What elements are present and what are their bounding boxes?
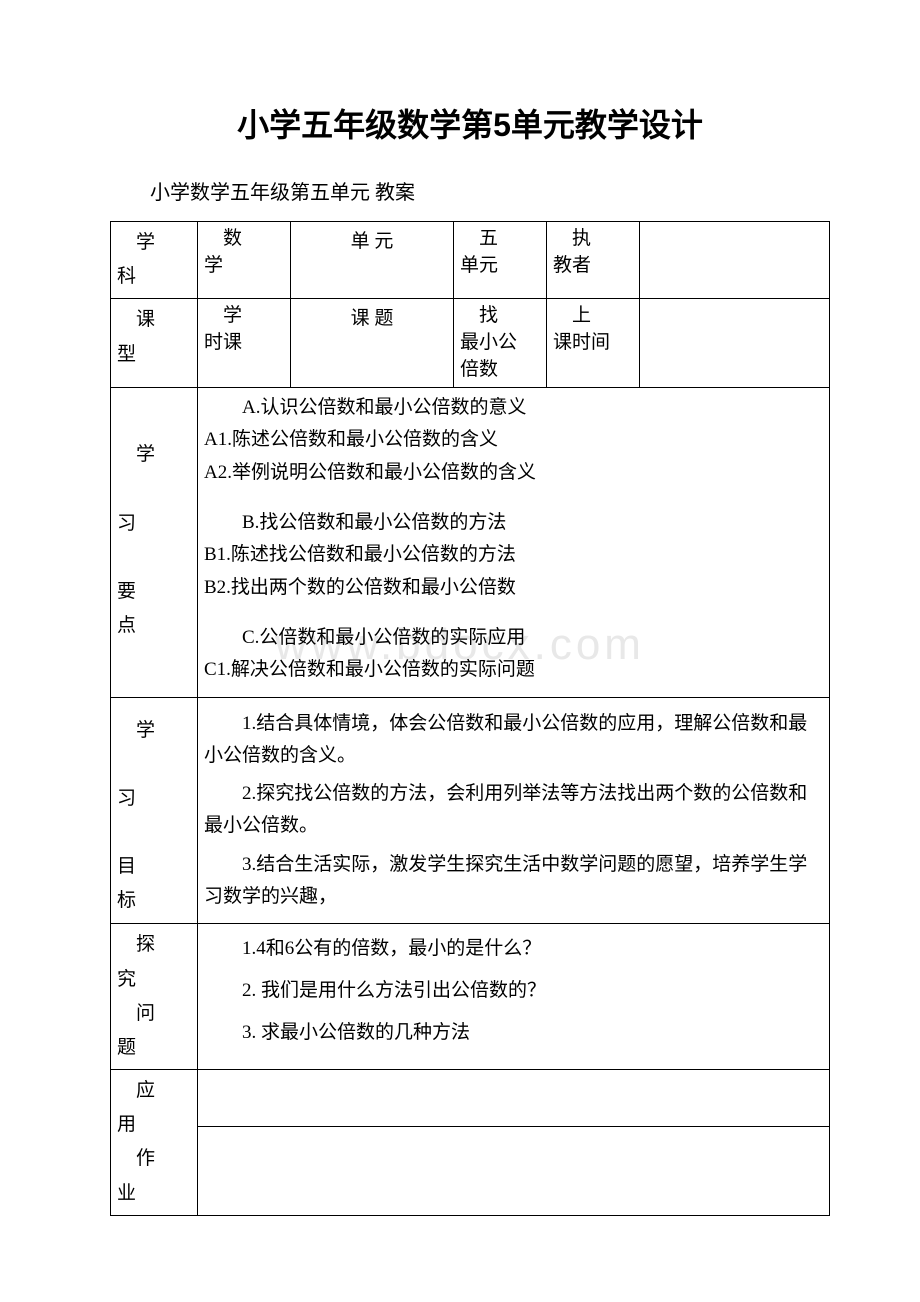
page-subtitle: 小学数学五年级第五单元 教案 bbox=[150, 176, 830, 205]
classtype-value: 学时课 bbox=[198, 299, 291, 388]
table-row bbox=[111, 1127, 830, 1215]
subject-label: 学科 bbox=[111, 222, 198, 299]
table-row: 探究 问题 1.4和6公有的倍数，最小的是什么？ 2. 我们是用什么方法引出公倍… bbox=[111, 924, 830, 1070]
points-label: 学习要点 bbox=[111, 388, 198, 697]
teacher-label: 执教者 bbox=[547, 222, 640, 299]
subject-value: 数学 bbox=[198, 222, 291, 299]
lesson-value: 找最小公倍数 bbox=[454, 299, 547, 388]
question-1: 1.4和6公有的倍数，最小的是什么？ bbox=[204, 928, 823, 970]
time-value bbox=[640, 299, 830, 388]
teacher-value bbox=[640, 222, 830, 299]
question-3: 3. 求最小公倍数的几种方法 bbox=[204, 1012, 823, 1054]
classtype-label: 课型 bbox=[111, 299, 198, 388]
questions-label: 探究 问题 bbox=[111, 924, 198, 1070]
points-content: A.认识公倍数和最小公倍数的意义 A1.陈述公倍数和最小公倍数的含义 A2.举例… bbox=[198, 388, 830, 697]
goals-label: 学习目标 bbox=[111, 697, 198, 924]
table-row: 课型 学时课 课 题 找最小公倍数 上课时间 bbox=[111, 299, 830, 388]
table-row: 应用 作业 bbox=[111, 1070, 830, 1127]
goal-1: 1.结合具体情境，体会公倍数和最小公倍数的应用，理解公倍数和最小公倍数的含义。 bbox=[204, 708, 823, 773]
questions-content: 1.4和6公有的倍数，最小的是什么？ 2. 我们是用什么方法引出公倍数的？ 3.… bbox=[198, 924, 830, 1070]
goals-content: 1.结合具体情境，体会公倍数和最小公倍数的应用，理解公倍数和最小公倍数的含义。 … bbox=[198, 697, 830, 924]
goal-2: 2.探究找公倍数的方法，会利用列举法等方法找出两个数的公倍数和最小公倍数。 bbox=[204, 778, 823, 843]
points-b1: B1.陈述找公倍数和最小公倍数的方法 bbox=[204, 539, 823, 571]
unit-label: 单 元 bbox=[291, 222, 454, 299]
lesson-plan-table: 学科 数学 单 元 五单元 执教者 课型 学时课 课 题 找最小公倍数 上课时间… bbox=[110, 221, 830, 1216]
points-c1: C1.解决公倍数和最小公倍数的实际问题 bbox=[204, 654, 823, 686]
question-2: 2. 我们是用什么方法引出公倍数的？ bbox=[204, 970, 823, 1012]
table-row: 学习目标 1.结合具体情境，体会公倍数和最小公倍数的应用，理解公倍数和最小公倍数… bbox=[111, 697, 830, 924]
homework-row-1 bbox=[198, 1070, 830, 1127]
table-row: 学习要点 A.认识公倍数和最小公倍数的意义 A1.陈述公倍数和最小公倍数的含义 … bbox=[111, 388, 830, 697]
goal-3: 3.结合生活实际，激发学生探究生活中数学问题的愿望，培养学生学习数学的兴趣， bbox=[204, 849, 823, 914]
table-row: 学科 数学 单 元 五单元 执教者 bbox=[111, 222, 830, 299]
unit-value: 五单元 bbox=[454, 222, 547, 299]
points-b-head: B.找公倍数和最小公倍数的方法 bbox=[204, 507, 823, 539]
points-a2: A2.举例说明公倍数和最小公倍数的含义 bbox=[204, 457, 823, 489]
points-b2: B2.找出两个数的公倍数和最小公倍数 bbox=[204, 572, 823, 604]
points-c-head: C.公倍数和最小公倍数的实际应用 bbox=[204, 622, 823, 654]
points-a-head: A.认识公倍数和最小公倍数的意义 bbox=[204, 392, 823, 424]
homework-row-2 bbox=[198, 1127, 830, 1215]
points-a1: A1.陈述公倍数和最小公倍数的含义 bbox=[204, 424, 823, 456]
time-label: 上课时间 bbox=[547, 299, 640, 388]
homework-label: 应用 作业 bbox=[111, 1070, 198, 1216]
lesson-label: 课 题 bbox=[291, 299, 454, 388]
page-title: 小学五年级数学第5单元教学设计 bbox=[110, 100, 830, 146]
